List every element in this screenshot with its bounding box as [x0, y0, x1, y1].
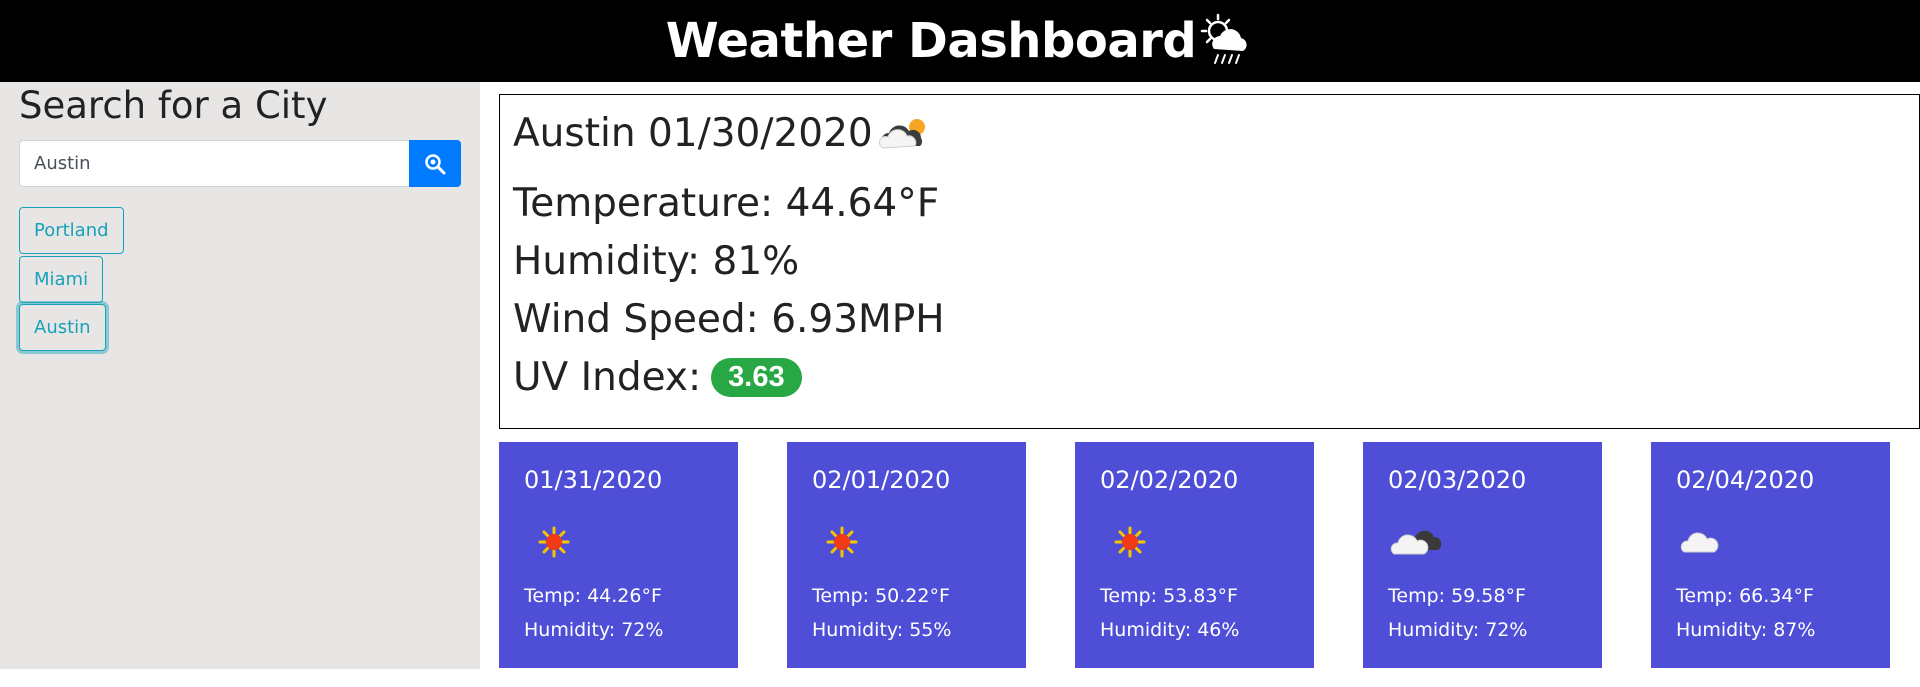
sun-icon — [1114, 526, 1146, 558]
forecast-temp: Temp: 44.26°F — [524, 585, 662, 607]
sidebar: Search for a City Portland Miami Austin — [0, 82, 480, 669]
forecast-card: 02/02/2020 Temp: 53.83°F Humidity: 46% — [1075, 442, 1314, 668]
current-weather-panel: Austin 01/30/2020 Temperature: 44.64°F H… — [499, 94, 1920, 429]
forecast-temp: Temp: 50.22°F — [812, 585, 950, 607]
search-heading: Search for a City — [19, 84, 328, 127]
uv-index-label: UV Index: — [513, 355, 702, 400]
forecast-humidity: Humidity: 55% — [812, 619, 952, 641]
page-title-text: Weather Dashboard — [665, 13, 1197, 69]
forecast-date: 02/01/2020 — [812, 466, 951, 494]
forecast-card: 02/01/2020 Temp: 50.22°F Humidity: 55% — [787, 442, 1026, 668]
forecast-card: 02/03/2020 Temp: 59.58°F Humidity: 72% — [1363, 442, 1602, 668]
forecast-card: 02/04/2020 Temp: 66.34°F Humidity: 87% — [1651, 442, 1890, 668]
current-temperature: Temperature: 44.64°F — [513, 181, 940, 226]
current-uv-row: UV Index: 3.63 — [513, 355, 802, 400]
forecast-card: 01/31/2020 Temp: 44.26°F Humidity: 72% — [499, 442, 738, 668]
forecast-temp: Temp: 66.34°F — [1676, 585, 1814, 607]
search-form — [19, 140, 461, 187]
city-search-input[interactable] — [19, 140, 409, 187]
page-title: Weather Dashboard — [666, 13, 1254, 69]
forecast-temp: Temp: 59.58°F — [1388, 585, 1526, 607]
history-city-button[interactable]: Portland — [19, 207, 124, 254]
cloud-icon — [1390, 530, 1442, 555]
forecast-humidity: Humidity: 72% — [524, 619, 664, 641]
forecast-temp: Temp: 53.83°F — [1100, 585, 1238, 607]
sun-icon — [538, 526, 570, 558]
app-header: Weather Dashboard — [0, 0, 1920, 82]
forecast-date: 02/04/2020 — [1676, 466, 1815, 494]
sun-behind-rain-cloud-icon — [1200, 13, 1247, 64]
history-city-button-active[interactable]: Austin — [19, 304, 106, 351]
current-wind-speed: Wind Speed: 6.93MPH — [513, 297, 945, 342]
sun-behind-cloud-icon — [878, 118, 925, 149]
search-icon — [425, 153, 446, 174]
uv-index-badge: 3.63 — [711, 358, 802, 397]
current-title-row: Austin 01/30/2020 — [513, 111, 935, 156]
history-city-button[interactable]: Miami — [19, 256, 104, 303]
forecast-date: 01/31/2020 — [524, 466, 663, 494]
current-humidity: Humidity: 81% — [513, 239, 800, 284]
forecast-humidity: Humidity: 87% — [1676, 619, 1816, 641]
forecast-humidity: Humidity: 46% — [1100, 619, 1240, 641]
forecast-date: 02/03/2020 — [1388, 466, 1527, 494]
forecast-humidity: Humidity: 72% — [1388, 619, 1528, 641]
forecast-date: 02/02/2020 — [1100, 466, 1239, 494]
current-city-date: Austin 01/30/2020 — [513, 111, 873, 156]
sun-icon — [826, 526, 858, 558]
cloud-icon — [1680, 532, 1719, 553]
search-button[interactable] — [409, 140, 461, 187]
